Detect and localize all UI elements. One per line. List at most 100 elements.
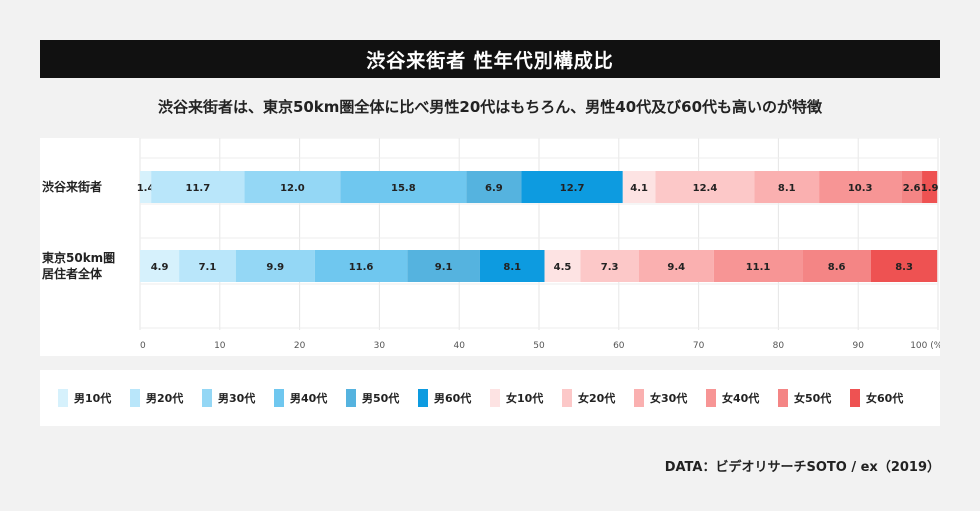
legend-item: 男60代 [418,389,490,407]
legend-label: 男50代 [362,392,400,405]
data-label: 11.6 [349,262,374,273]
data-label: 4.5 [554,262,572,273]
legend-item: 女60代 [850,389,922,407]
data-label: 10.3 [848,183,873,194]
legend-label: 女30代 [650,392,688,405]
x-tick-label: 40 [453,341,465,351]
data-label: 9.9 [266,262,284,273]
data-label: 11.7 [186,183,211,194]
bar-segment [151,171,245,203]
legend-item: 女40代 [706,389,778,407]
legend-label: 男10代 [74,392,112,405]
data-label: 12.7 [560,183,585,194]
legend-swatch [634,389,644,407]
bar-segment [870,250,938,282]
legend-item: 男40代 [274,389,346,407]
chart-subtitle: 渋谷来街者は、東京50km圏全体に比べ男性20代はもちろん、男性40代及び60代… [157,98,823,116]
data-label: 12.0 [280,183,305,194]
data-label: 2.6 [903,183,921,194]
x-tick-label: 80 [773,341,785,351]
bar-segment [819,171,902,203]
legend-label: 男20代 [146,392,184,405]
legend-swatch [490,389,500,407]
bar-segment [179,250,236,282]
data-label: 7.1 [199,262,217,273]
data-label: 4.1 [630,183,648,194]
category-label: 渋谷来街者 [42,179,102,194]
chart-title: 渋谷来街者 性年代別構成比 [40,40,940,78]
legend-label: 男30代 [218,392,256,405]
x-tick-label: 100 (%) [910,341,940,351]
x-tick-label: 0 [140,341,146,351]
legend-item: 女10代 [490,389,562,407]
chart-panel: 0 10 20 30 40 50 60 70 80 90 100 (%) 渋谷来街者東京50km圏居住… [40,137,946,356]
legend-label: 女60代 [866,392,904,405]
x-tick-label: 10 [214,341,226,351]
legend-swatch [202,389,212,407]
bar-segment [466,171,522,203]
bar-segment [140,171,152,203]
bar-segment [479,250,545,282]
bar-segment [235,250,315,282]
legend-label: 女10代 [506,392,544,405]
bar-segment [521,171,623,203]
bar-segment [802,250,871,282]
bar-segment [244,171,341,203]
bar-segment [580,250,639,282]
data-label: 7.3 [601,262,619,273]
legend-item: 女50代 [778,389,850,407]
stacked-bar-chart: 0 10 20 30 40 50 60 70 80 90 100 (%) 渋谷来街者東京50km圏居住… [42,137,946,351]
bar-segment [922,171,938,203]
legend-swatch [274,389,284,407]
data-label: 1.4 [137,183,155,194]
x-tick-label: 20 [294,341,306,351]
data-label: 8.3 [895,262,913,273]
legend-swatch [58,389,68,407]
data-label: 4.9 [151,262,169,273]
data-label: 12.4 [693,183,718,194]
legend-item: 男30代 [202,389,274,407]
x-tick-label: 50 [533,341,545,351]
data-label: 8.6 [828,262,846,273]
data-label: 1.9 [921,183,939,194]
data-source: DATA：ビデオリサーチSOTO / ex（2019） [664,460,940,475]
bar-segment [655,171,755,203]
bar-segment [314,250,408,282]
x-tick-label: 70 [693,341,705,351]
bar-segment [407,250,480,282]
bar-segment [638,250,714,282]
bar-segment [340,171,467,203]
legend-item: 女20代 [562,389,634,407]
data-label: 9.1 [435,262,453,273]
legend-item: 女30代 [634,389,706,407]
bar-segment [622,171,656,203]
legend-swatch [562,389,572,407]
category-label: 東京50km圏居住者全体 [42,250,115,281]
data-label: 8.1 [778,183,796,194]
bar-segment [713,250,803,282]
legend-swatch [778,389,788,407]
x-tick-label: 90 [852,341,864,351]
bar-segment [901,171,923,203]
bar-segment [544,250,581,282]
legend-swatch [706,389,716,407]
legend-item: 男10代 [58,389,130,407]
legend-item: 男20代 [130,389,202,407]
x-tick-label: 60 [613,341,625,351]
legend-label: 男40代 [290,392,328,405]
legend-label: 女40代 [722,392,760,405]
bar-segment [754,171,820,203]
data-label: 15.8 [391,183,416,194]
x-tick-label: 30 [374,341,386,351]
legend-panel: 男10代 男20代 男30代 男40代 男50代 男60代 女10代 女20代 女30代 女40代… [40,370,940,426]
data-label: 9.4 [667,262,685,273]
data-label: 11.1 [746,262,771,273]
legend-label: 男60代 [434,392,472,405]
data-label: 8.1 [503,262,521,273]
legend-label: 女20代 [578,392,616,405]
legend-item: 男50代 [346,389,418,407]
legend-swatch [418,389,428,407]
bar-segment [140,250,180,282]
legend-label: 女50代 [794,392,832,405]
legend-swatch [130,389,140,407]
